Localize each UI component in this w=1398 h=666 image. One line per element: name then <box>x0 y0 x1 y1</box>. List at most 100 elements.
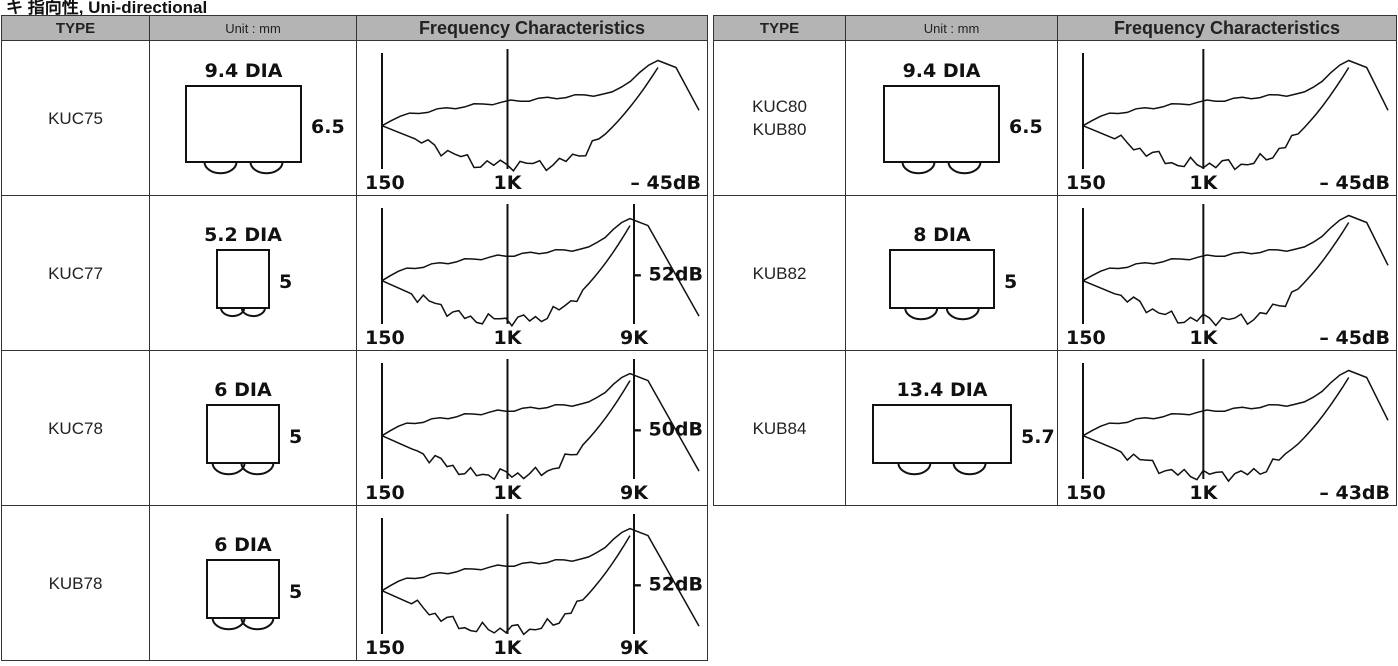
height-label: 5 <box>289 426 302 448</box>
frequency-response-plot: 150 1K 9K – 52dB <box>365 204 703 349</box>
dimension-cell: 9.4 DIA 6.5 <box>149 40 357 196</box>
capsule-dimension-drawing: 6 DIA 5 <box>206 379 302 476</box>
rear-response-curve <box>1082 377 1350 483</box>
unit-column-header: Unit : mm <box>845 15 1058 41</box>
frequency-label-150: 150 <box>1066 327 1106 349</box>
frequency-label-150: 150 <box>1066 482 1106 504</box>
spec-row: KUB82 8 DIA 5 150 1K – 45dB <box>713 195 1397 351</box>
capsule-dimension-drawing: 9.4 DIA 6.5 <box>883 60 1043 175</box>
front-response-curve <box>1082 369 1389 437</box>
frequency-label-1k: 1K <box>494 637 523 659</box>
frequency-label-150: 150 <box>1066 172 1106 194</box>
dimension-cell: 5.2 DIA 5 <box>149 195 357 351</box>
diameter-label: 5.2 DIA <box>204 224 282 246</box>
sensitivity-label: – 45dB <box>1319 172 1390 194</box>
model-type: KUB78 <box>48 573 103 593</box>
sensitivity-label: – 45dB <box>630 172 701 194</box>
dimension-cell: 8 DIA 5 <box>845 195 1058 351</box>
terminal-arc <box>901 161 936 175</box>
capsule-outline <box>216 249 270 309</box>
model-type-cell: KUC75 <box>1 40 150 196</box>
frequency-chart-cell: 150 1K – 45dB <box>1057 195 1397 351</box>
terminal-arc <box>220 307 246 318</box>
frequency-response-plot: 150 1K 9K – 50dB <box>365 359 703 504</box>
terminal-arc <box>211 462 246 476</box>
dimension-cell: 6 DIA 5 <box>149 505 357 661</box>
terminal-arc <box>240 617 275 631</box>
frequency-chart-cell: 150 1K – 43dB <box>1057 350 1397 506</box>
spec-table-left: TYPE Unit : mm Frequency Characteristics… <box>1 15 708 661</box>
terminal-arc <box>203 161 238 175</box>
dimension-cell: 13.4 DIA 5.7 <box>845 350 1058 506</box>
height-label: 5 <box>1004 271 1017 293</box>
frequency-label-1k: 1K <box>494 327 523 349</box>
model-type: KUB82 <box>752 263 807 283</box>
terminal-arc <box>211 617 246 631</box>
front-response-curve <box>381 217 700 317</box>
model-type: KUB80 <box>752 120 807 139</box>
front-response-curve <box>381 372 700 472</box>
model-type: KUC75 <box>48 108 103 128</box>
dimension-cell: 6 DIA 5 <box>149 350 357 506</box>
diameter-label: 6 DIA <box>214 534 272 556</box>
diameter-label: 9.4 DIA <box>903 60 981 82</box>
frequency-response-plot: 150 1K – 43dB <box>1066 359 1390 504</box>
model-type-cell: KUC77 <box>1 195 150 351</box>
capsule-outline <box>872 404 1012 464</box>
diameter-label: 9.4 DIA <box>205 60 283 82</box>
capsule-outline <box>206 404 280 464</box>
model-type: KUB84 <box>752 418 807 438</box>
frequency-label-1k: 1K <box>1189 172 1218 194</box>
table-header-row: TYPE Unit : mm Frequency Characteristics <box>1 15 708 41</box>
frequency-label-9k: 9K <box>620 637 649 659</box>
front-response-curve <box>381 527 700 627</box>
terminal-arc <box>897 462 932 476</box>
spec-row: KUB84 13.4 DIA 5.7 150 1K – 43dB <box>713 350 1397 506</box>
spec-row: KUC75 9.4 DIA 6.5 150 1K – 45dB <box>1 40 708 196</box>
capsule-outline <box>883 85 1000 163</box>
frequency-response-plot: 150 1K – 45dB <box>1066 49 1390 194</box>
dimension-cell: 9.4 DIA 6.5 <box>845 40 1058 196</box>
terminal-arc <box>249 161 284 175</box>
terminal-arc <box>947 161 982 175</box>
capsule-dimension-drawing: 9.4 DIA 6.5 <box>185 60 345 175</box>
unit-column-header: Unit : mm <box>149 15 357 41</box>
frequency-response-plot: 150 1K – 45dB <box>365 49 701 194</box>
frequency-label-1k: 1K <box>1189 482 1218 504</box>
spec-row: KUC80 KUB80 9.4 DIA 6.5 150 1K – 45dB <box>713 40 1397 196</box>
frequency-label-1k: 1K <box>494 172 523 194</box>
model-type-cell: KUB82 <box>713 195 846 351</box>
sensitivity-label: – 50dB <box>632 419 703 441</box>
capsule-outline <box>206 559 280 619</box>
type-column-header: TYPE <box>713 15 846 41</box>
capsule-dimension-drawing: 6 DIA 5 <box>206 534 302 631</box>
rear-response-curve <box>1082 222 1350 327</box>
capsule-dimension-drawing: 5.2 DIA 5 <box>204 224 292 318</box>
height-label: 5 <box>289 581 302 603</box>
diameter-label: 13.4 DIA <box>896 379 987 401</box>
terminal-arc <box>945 307 980 321</box>
frequency-label-1k: 1K <box>1189 327 1218 349</box>
spec-row: KUB78 6 DIA 5 150 1K 9K – 52dB <box>1 505 708 661</box>
terminal-arc <box>952 462 987 476</box>
front-response-curve <box>1082 214 1389 282</box>
spec-row: KUC77 5.2 DIA 5 150 1K 9K – 52dB <box>1 195 708 351</box>
height-label: 6.5 <box>1009 116 1043 138</box>
model-type-cell: KUB78 <box>1 505 150 661</box>
section-heading: キ 指向性, Uni-directional <box>6 0 208 17</box>
diameter-label: 8 DIA <box>913 224 971 246</box>
sensitivity-label: – 43dB <box>1319 482 1390 504</box>
frequency-label-9k: 9K <box>620 482 649 504</box>
model-type-cell: KUB84 <box>713 350 846 506</box>
frequency-column-header: Frequency Characteristics <box>356 15 708 41</box>
front-response-curve <box>381 59 700 127</box>
frequency-label-150: 150 <box>365 637 405 659</box>
height-label: 6.5 <box>311 116 345 138</box>
terminal-arc <box>240 307 266 318</box>
frequency-label-150: 150 <box>365 327 405 349</box>
frequency-chart-cell: 150 1K 9K – 52dB <box>356 195 708 351</box>
rear-response-curve <box>381 67 659 172</box>
frequency-column-header: Frequency Characteristics <box>1057 15 1397 41</box>
frequency-label-150: 150 <box>365 482 405 504</box>
rear-response-curve <box>381 380 631 481</box>
